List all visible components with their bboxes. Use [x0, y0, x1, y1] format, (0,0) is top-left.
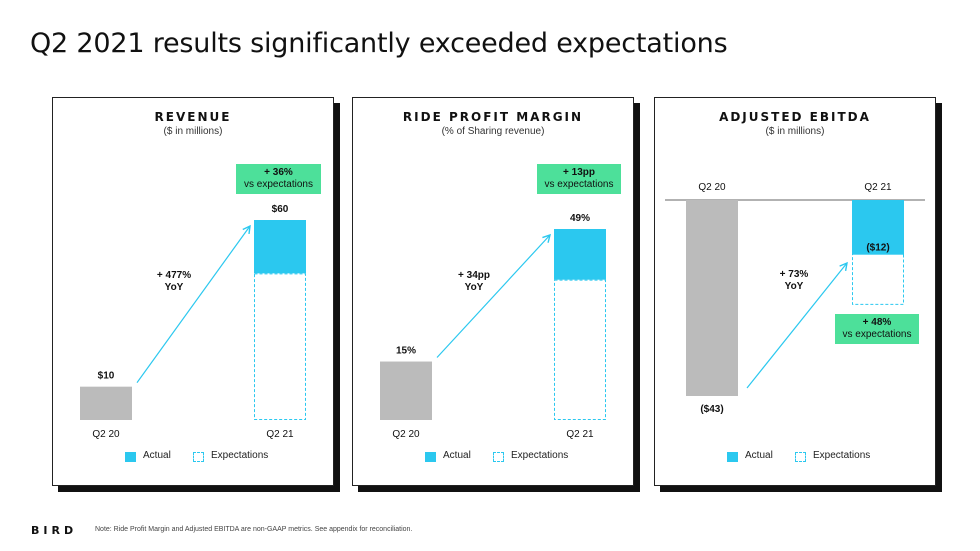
- growth-label-value: + 477%: [157, 270, 191, 281]
- growth-arrow: [436, 234, 551, 358]
- rpm-subtitle: (% of Sharing revenue): [441, 126, 545, 137]
- adjusted-ebitda-panel: ADJUSTED EBITDA ($ in millions) Q2 20 Q2 …: [654, 97, 936, 486]
- bar-q2-21-actual: [852, 200, 904, 255]
- ebitda-beat-badge: + 48% vs expectations: [835, 314, 919, 344]
- legend-expectations-swatch: [795, 452, 806, 462]
- value-label-q2-21: $60: [272, 204, 289, 215]
- revenue-beat-text: vs expectations: [244, 179, 313, 190]
- rpm-beat-value: + 13pp: [563, 167, 595, 178]
- ebitda-legend: Actual Expectations: [655, 450, 935, 464]
- legend-actual-swatch: [425, 452, 436, 462]
- revenue-legend: Actual Expectations: [53, 450, 333, 464]
- growth-label-text: YoY: [785, 281, 804, 292]
- revenue-title: REVENUE: [154, 110, 232, 124]
- category-label-q2-21: Q2 21: [566, 429, 594, 440]
- growth-label-value: + 34pp: [458, 270, 490, 281]
- value-label-q2-20: 15%: [396, 346, 416, 357]
- ebitda-subtitle: ($ in millions): [765, 126, 825, 137]
- bar-q2-21-actual: [254, 220, 306, 274]
- bar-q2-20: [686, 200, 738, 396]
- growth-arrow: [136, 225, 251, 384]
- rpm-legend: Actual Expectations: [353, 450, 633, 464]
- category-label-q2-21: Q2 21: [266, 429, 294, 440]
- legend-expectations-label: Expectations: [211, 450, 269, 461]
- legend-expectations-label: Expectations: [813, 450, 871, 461]
- legend-actual-label: Actual: [745, 450, 773, 461]
- growth-arrow-head: [839, 261, 848, 271]
- page-title: Q2 2021 results significantly exceeded e…: [30, 28, 728, 59]
- revenue-panel: REVENUE ($ in millions) $10 $60 Q2 20 Q2 21…: [52, 97, 334, 486]
- legend-expectations-swatch: [193, 452, 204, 462]
- rpm-title: RIDE PROFIT MARGIN: [402, 110, 584, 124]
- bar-q2-20: [80, 386, 132, 420]
- rpm-beat-badge: + 13pp vs expectations: [537, 164, 621, 194]
- growth-arrow: [746, 262, 848, 389]
- growth-arrow-head: [242, 224, 251, 235]
- bar-q2-21-actual: [554, 229, 606, 280]
- revenue-beat-value: + 36%: [264, 167, 293, 178]
- ride-profit-margin-panel: RIDE PROFIT MARGIN (% of Sharing revenue…: [352, 97, 634, 486]
- growth-label-value: + 73%: [780, 269, 809, 280]
- category-label-q2-20: Q2 20: [392, 429, 420, 440]
- legend-actual-label: Actual: [443, 450, 471, 461]
- category-label-q2-21: Q2 21: [864, 182, 892, 193]
- value-label-q2-21: 49%: [570, 213, 590, 224]
- bar-q2-20: [380, 361, 432, 420]
- value-label-q2-20: ($43): [700, 404, 723, 415]
- value-label-q2-20: $10: [98, 371, 115, 382]
- growth-label-text: YoY: [465, 282, 484, 293]
- category-label-q2-20: Q2 20: [92, 429, 120, 440]
- ebitda-title: ADJUSTED EBITDA: [719, 110, 871, 124]
- ebitda-beat-text: vs expectations: [842, 329, 912, 340]
- ebitda-beat-value: + 48%: [862, 317, 892, 328]
- legend-actual-swatch: [727, 452, 738, 462]
- legend-expectations-label: Expectations: [511, 450, 569, 461]
- legend-actual-label: Actual: [143, 450, 171, 461]
- legend-expectations-swatch: [493, 452, 504, 462]
- bird-logo: BIRD: [31, 524, 78, 537]
- footnote: Note: Ride Profit Margin and Adjusted EB…: [95, 526, 413, 533]
- value-label-q2-21: ($12): [866, 243, 889, 254]
- rpm-beat-text: vs expectations: [544, 179, 614, 190]
- growth-arrow-head: [542, 233, 551, 243]
- bar-q2-21-expectations: [554, 279, 606, 420]
- revenue-beat-badge: + 36% vs expectations: [236, 164, 321, 194]
- revenue-chart: $10 $60 Q2 20 Q2 21 + 477%YoY: [80, 204, 306, 440]
- bar-q2-21-expectations: [254, 273, 306, 420]
- category-label-q2-20: Q2 20: [698, 182, 726, 193]
- ebitda-chart: Q2 20 Q2 21 ($43) ($12) + 73%YoY: [665, 182, 925, 415]
- growth-label-text: YoY: [165, 282, 184, 293]
- revenue-subtitle: ($ in millions): [163, 126, 223, 137]
- legend-actual-swatch: [125, 452, 136, 462]
